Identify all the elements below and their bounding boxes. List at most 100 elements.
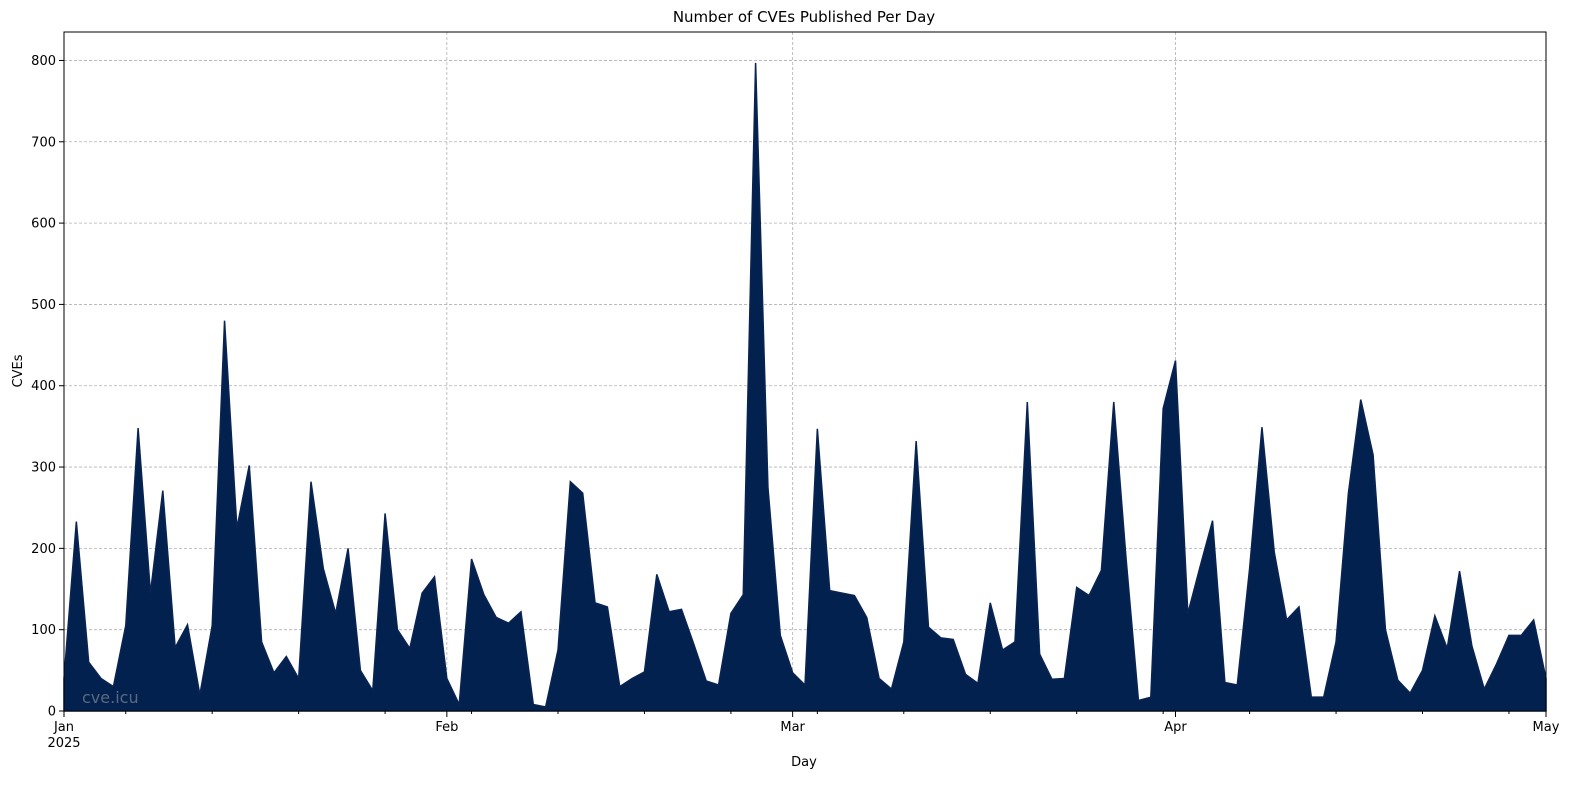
data-point	[1260, 426, 1263, 429]
data-point	[1038, 653, 1041, 656]
data-point	[618, 685, 621, 688]
data-point	[915, 440, 918, 443]
data-point	[1149, 696, 1152, 699]
data-point	[285, 655, 288, 658]
data-point	[211, 624, 214, 627]
data-point	[1372, 453, 1375, 456]
data-point	[149, 592, 152, 595]
data-point	[952, 638, 955, 641]
plot-frame	[63, 31, 1547, 712]
watermark: cve.icu	[82, 688, 139, 707]
chart-title: Number of CVEs Published Per Day	[673, 8, 935, 26]
data-point	[865, 616, 868, 619]
y-tick-label: 100	[31, 623, 56, 638]
data-point	[557, 649, 560, 652]
data-point	[964, 673, 967, 676]
data-point	[1026, 400, 1029, 403]
data-point	[816, 427, 819, 430]
data-point	[779, 634, 782, 637]
data-point	[853, 594, 856, 597]
data-point	[1495, 662, 1498, 665]
y-axis-label: CVEs	[11, 354, 26, 387]
data-point	[841, 592, 844, 595]
data-point	[1470, 644, 1473, 647]
data-point	[878, 677, 881, 680]
y-tick-label: 300	[31, 461, 56, 476]
data-point	[532, 703, 535, 706]
data-point	[692, 643, 695, 646]
data-point	[569, 480, 572, 483]
data-point	[1125, 557, 1128, 560]
data-point	[581, 492, 584, 495]
data-point	[890, 688, 893, 691]
y-axis: 0 100 200 300 400 500 600 700 800	[31, 54, 64, 720]
data-point	[359, 669, 362, 672]
data-point	[1001, 649, 1004, 652]
data-point	[1013, 640, 1016, 643]
data-point	[75, 520, 78, 523]
data-point	[124, 624, 127, 627]
data-point	[643, 670, 646, 673]
data-point	[1520, 634, 1523, 637]
data-point	[1051, 678, 1054, 681]
data-point	[421, 592, 424, 595]
data-point	[729, 612, 732, 615]
data-point	[1396, 679, 1399, 682]
x-tick-label: Jan	[53, 720, 74, 735]
y-tick-label: 200	[31, 542, 56, 557]
data-point	[334, 612, 337, 615]
data-point	[495, 616, 498, 619]
data-point	[594, 601, 597, 604]
data-point	[631, 677, 634, 680]
data-point	[1137, 699, 1140, 702]
data-point	[507, 622, 510, 625]
data-point	[1211, 519, 1214, 522]
data-point	[1100, 569, 1103, 572]
data-point	[433, 575, 436, 578]
x-tick-label: Apr	[1164, 720, 1187, 735]
data-point	[1421, 669, 1424, 672]
data-point	[1310, 696, 1313, 699]
data-point	[1507, 634, 1510, 637]
data-point	[1223, 681, 1226, 684]
data-point	[705, 679, 708, 682]
x-tick-sublabel: 2025	[47, 736, 80, 751]
y-tick-label: 600	[31, 217, 56, 232]
cve-area-series	[63, 62, 1547, 712]
data-point	[347, 547, 350, 550]
data-point	[606, 605, 609, 608]
data-point	[804, 683, 807, 686]
data-point	[1162, 407, 1165, 410]
data-point	[1285, 618, 1288, 621]
data-point	[310, 480, 313, 483]
data-point	[766, 486, 769, 489]
data-point	[458, 703, 461, 706]
data-point	[235, 527, 238, 530]
data-point	[1359, 398, 1362, 401]
data-point	[322, 567, 325, 570]
x-tick-label: May	[1533, 720, 1560, 735]
data-point	[1088, 594, 1091, 597]
data-point	[544, 705, 547, 708]
data-point	[1174, 359, 1177, 362]
data-point	[482, 593, 485, 596]
data-point	[223, 319, 226, 322]
data-point	[717, 683, 720, 686]
data-point	[87, 661, 90, 664]
y-tick-label: 400	[31, 379, 56, 394]
data-point	[680, 608, 683, 611]
y-tick-label: 500	[31, 298, 56, 313]
data-point	[297, 677, 300, 680]
data-point	[384, 512, 387, 515]
data-point	[1347, 492, 1350, 495]
data-point	[939, 636, 942, 639]
data-point	[248, 464, 251, 467]
y-tick-label: 0	[48, 705, 56, 720]
data-point	[137, 427, 140, 430]
data-point	[1322, 696, 1325, 699]
data-point	[655, 573, 658, 576]
data-point	[902, 640, 905, 643]
data-point	[668, 610, 671, 613]
y-tick-label: 800	[31, 54, 56, 69]
